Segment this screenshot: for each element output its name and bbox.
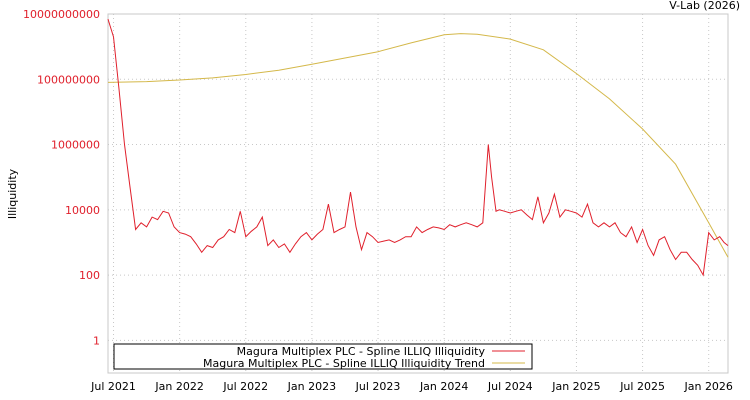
series-line-illiquidity [107,18,729,277]
x-tick-label: Jul 2024 [487,380,533,393]
x-tick-label: Jan 2025 [551,380,600,393]
y-axis-label: Illiquidity [6,168,19,219]
x-tick-label: Jul 2025 [619,380,665,393]
y-tick-label: 1000000 [51,139,100,152]
y-tick-label: 100 [79,269,100,282]
y-tick-label: 100000000 [37,73,100,86]
x-tick-label: Jul 2023 [355,380,401,393]
y-tick-label: 1 [93,334,100,347]
x-tick-label: Jul 2022 [222,380,268,393]
x-tick-label: Jan 2024 [419,380,468,393]
legend-label-illiquidity: Magura Multiplex PLC - Spline ILLIQ Illi… [237,345,486,358]
credit-label: V-Lab (2026) [669,0,740,12]
x-tick-label: Jul 2021 [90,380,136,393]
x-tick-label: Jan 2026 [683,380,732,393]
x-tick-label: Jan 2022 [154,380,203,393]
series-line-trend [107,33,729,258]
legend: Magura Multiplex PLC - Spline ILLIQ Illi… [113,343,533,370]
y-tick-label: 10000000000 [23,8,100,21]
x-tick-label: Jan 2023 [287,380,336,393]
legend-label-trend: Magura Multiplex PLC - Spline ILLIQ Illi… [203,357,485,370]
legend-box [113,343,533,370]
plot-frame [107,13,729,374]
y-tick-label: 10000 [65,204,100,217]
